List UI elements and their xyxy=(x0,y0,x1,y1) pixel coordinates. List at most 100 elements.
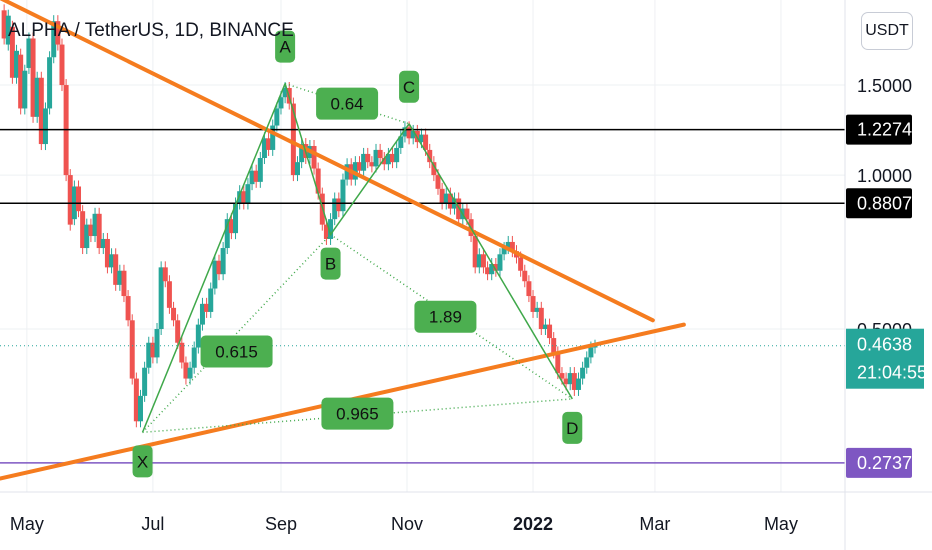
candle-body xyxy=(390,153,396,163)
candle-body xyxy=(14,50,20,78)
candle-body xyxy=(559,373,565,379)
price-tick-label: 1.0000 xyxy=(857,166,912,186)
candle-body xyxy=(76,186,82,212)
candle-body xyxy=(435,175,441,189)
ratio-label-box xyxy=(200,335,273,368)
candle-body xyxy=(187,367,193,379)
ratio-label-box xyxy=(321,397,394,430)
candle-body xyxy=(361,153,367,171)
candle-body xyxy=(588,347,594,358)
candle-body xyxy=(253,170,259,182)
candle-body xyxy=(162,267,168,282)
candle-body xyxy=(278,97,284,109)
candle-body xyxy=(464,208,470,220)
price-tick-label: 1.5000 xyxy=(857,76,912,96)
candle-body xyxy=(113,254,119,285)
candle-body xyxy=(555,352,561,374)
candle-body xyxy=(38,77,44,145)
candle-body xyxy=(67,175,73,225)
point-label-b-box xyxy=(320,247,341,280)
candle-body xyxy=(212,260,218,289)
candle-body xyxy=(443,193,449,204)
candle-body xyxy=(199,303,205,325)
candle-body xyxy=(299,144,305,163)
chart-title: ALPHA / TetherUS, 1D, BINANCE xyxy=(8,20,294,41)
candle-body xyxy=(398,136,404,148)
candle-body xyxy=(216,260,222,275)
candle-body xyxy=(344,164,350,180)
candle-body xyxy=(394,147,400,163)
xabcd-pattern: X A B C D 0.615 0.64 1.89 0.965 xyxy=(132,30,583,478)
time-tick-label: Mar xyxy=(639,514,670,534)
price-badge-label: 1.2274 xyxy=(857,120,912,140)
candle-body xyxy=(117,270,123,285)
candle-body xyxy=(447,193,453,209)
candle-body xyxy=(328,219,334,239)
candle-body xyxy=(175,320,181,343)
candle-body xyxy=(100,238,106,249)
candle-body xyxy=(282,88,288,98)
candle-body xyxy=(166,281,172,308)
candle-body xyxy=(526,281,532,297)
ratio-label: 1.89 xyxy=(429,308,462,327)
candle-body xyxy=(9,26,15,78)
candle-body xyxy=(233,203,239,234)
ratio-label-box xyxy=(414,300,477,333)
candle-body xyxy=(34,77,40,117)
candle-body xyxy=(1,10,7,39)
candle-body xyxy=(522,270,528,282)
ratio-line xyxy=(330,233,573,400)
point-label-d: D xyxy=(566,419,578,438)
candle-body xyxy=(26,38,32,68)
candle-body xyxy=(551,338,557,353)
grid xyxy=(0,0,845,492)
candle-body xyxy=(142,367,148,396)
candle-body xyxy=(261,138,267,158)
candle-body xyxy=(84,224,90,249)
candle-body xyxy=(245,184,251,204)
candle-body xyxy=(92,213,98,237)
candle-body xyxy=(563,378,569,385)
candle-body xyxy=(480,254,486,268)
candle-body xyxy=(385,153,391,165)
candle-body xyxy=(183,362,189,379)
candle-body xyxy=(51,21,57,58)
trendline xyxy=(0,0,655,323)
candle-body xyxy=(423,134,429,150)
candle-body xyxy=(332,198,338,220)
pattern-leg xyxy=(284,83,332,235)
candle-body xyxy=(369,162,375,167)
candle-body xyxy=(104,238,110,268)
candle-body xyxy=(80,211,86,249)
candle-body xyxy=(237,191,243,204)
ratio-line xyxy=(142,234,332,433)
price-badge-label: 0.8807 xyxy=(857,193,912,213)
ratio-line xyxy=(284,82,410,125)
candle-body xyxy=(571,373,577,390)
candle-body xyxy=(137,395,143,422)
candle-body xyxy=(456,198,462,220)
candle-body xyxy=(340,179,346,212)
candle-body xyxy=(493,264,499,271)
current-price-badge xyxy=(846,328,924,389)
point-label-c-box xyxy=(399,70,420,103)
candle-body xyxy=(195,324,201,348)
point-label-a: A xyxy=(279,38,291,57)
currency-unit-button[interactable]: USDT xyxy=(861,12,913,50)
candle-body xyxy=(373,149,379,167)
candle-body xyxy=(249,170,255,185)
candle-body xyxy=(377,149,383,158)
candle-body xyxy=(427,149,433,163)
point-label-x: X xyxy=(137,452,148,471)
candle-body xyxy=(295,162,301,176)
candle-body xyxy=(241,191,247,204)
candle-body xyxy=(96,213,102,249)
candle-body xyxy=(179,342,185,363)
candle-body xyxy=(133,378,139,422)
candle-body xyxy=(191,347,197,368)
candle-body xyxy=(547,324,553,339)
point-label-b: B xyxy=(325,255,336,274)
candle-body xyxy=(274,108,280,126)
candle-body xyxy=(257,157,263,182)
